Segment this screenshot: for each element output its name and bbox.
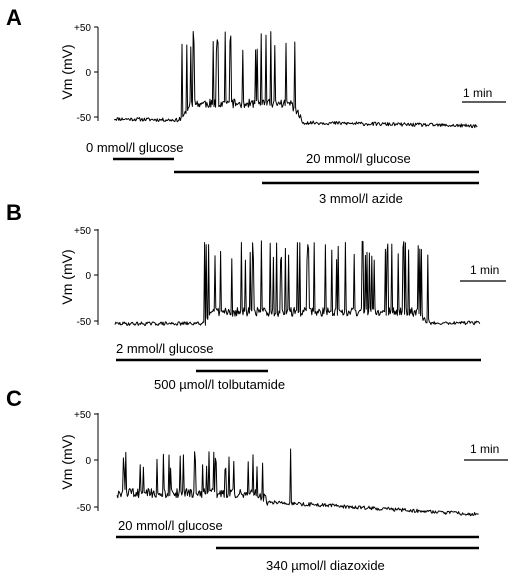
panel-c-tick-label-3: -50 <box>77 503 92 514</box>
panel-a-membrane-potential-trace <box>113 31 478 129</box>
panel-b: B Vm (mV) +50 0 -50 1 min 2 mmol/l gluco… <box>6 200 506 392</box>
panel-a-y-axis-label: Vm (mV) <box>59 44 75 99</box>
panel-b-tick-label-2: 0 <box>85 271 91 282</box>
panel-c-tick-label-2: 0 <box>85 456 91 467</box>
panel-c-bar-label-1: 20 mmol/l glucose <box>118 518 223 533</box>
panel-b-y-axis-label: Vm (mV) <box>59 249 75 304</box>
panel-a-bar-label-2: 20 mmol/l glucose <box>306 151 411 166</box>
panel-c-letter: C <box>6 386 22 411</box>
panel-a-tick-label-3: -50 <box>77 113 92 124</box>
panel-c-y-axis-label: Vm (mV) <box>59 434 75 489</box>
panel-b-tick-label-1: +50 <box>74 226 91 237</box>
panel-b-bar-label-2: 500 µmol/l tolbutamide <box>154 377 285 392</box>
panel-c: C Vm (mV) +50 0 -50 1 min 20 mmol/l gluc… <box>6 386 508 573</box>
panel-a-bar-label-1: 0 mmol/l glucose <box>86 140 184 155</box>
panel-c-bar-label-2: 340 µmol/l diazoxide <box>266 558 385 573</box>
panel-b-letter: B <box>6 200 22 225</box>
panel-b-bar-label-1: 2 mmol/l glucose <box>116 341 214 356</box>
panel-b-scale-bar-label: 1 min <box>470 263 499 277</box>
panel-c-scale-bar-label: 1 min <box>470 442 499 456</box>
panel-a-tick-label-2: 0 <box>85 68 91 79</box>
panel-a: A Vm (mV) +50 0 -50 1 min 0 mmol/l gluco… <box>6 5 506 206</box>
panel-a-letter: A <box>6 5 22 30</box>
panel-a-tick-label-1: +50 <box>74 23 91 34</box>
panel-a-scale-bar-label: 1 min <box>463 86 492 100</box>
panel-c-membrane-potential-trace <box>116 448 479 517</box>
panel-a-bar-label-3: 3 mmol/l azide <box>319 191 403 206</box>
panel-b-tick-label-3: -50 <box>77 317 92 328</box>
panel-b-membrane-potential-trace <box>114 240 481 326</box>
panel-c-tick-label-1: +50 <box>74 410 91 421</box>
